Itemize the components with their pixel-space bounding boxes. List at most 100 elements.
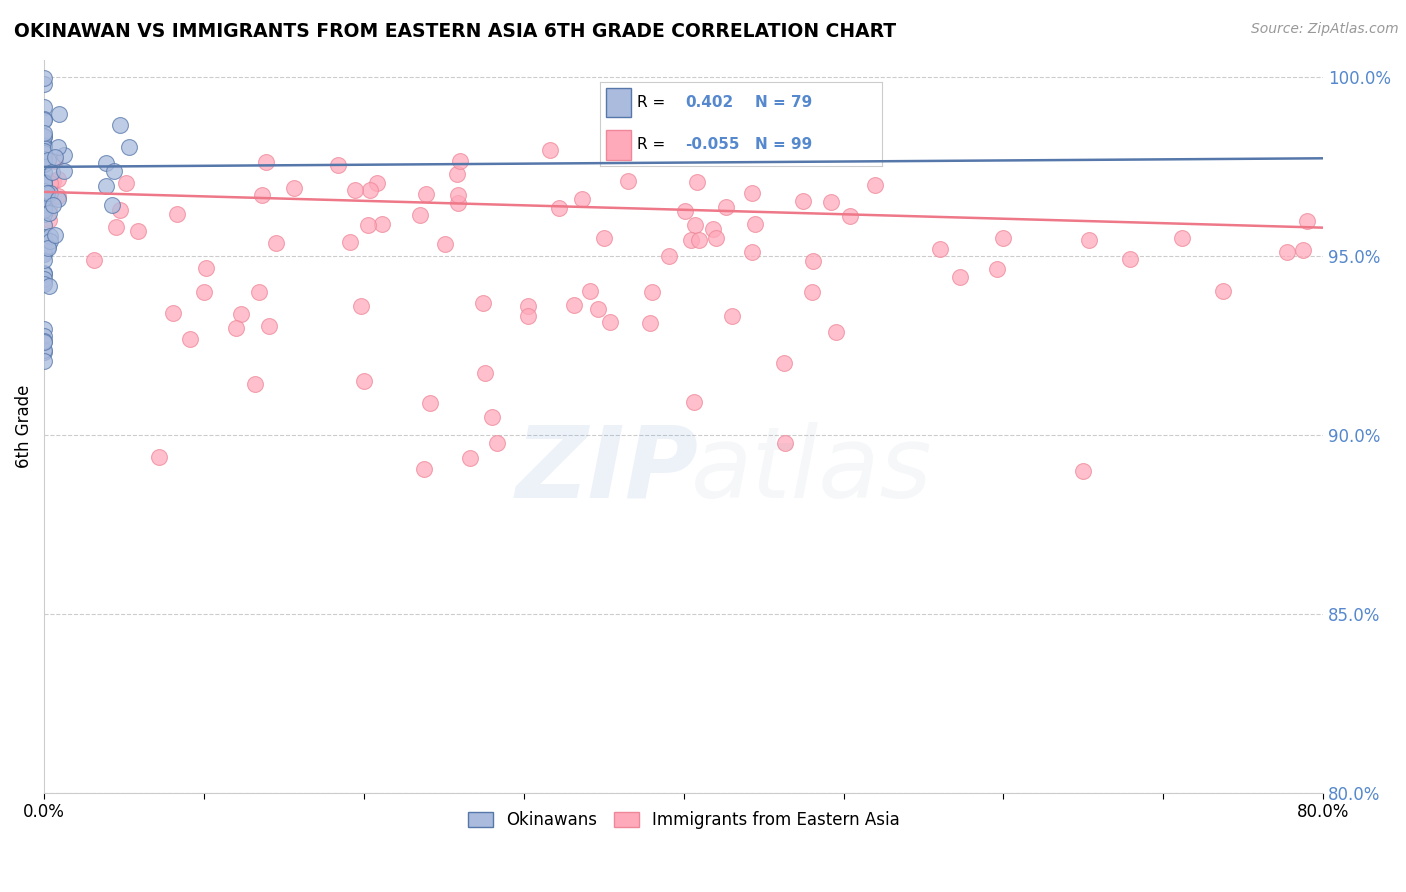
Point — [32, 230, 55, 244]
Point — [32, 152, 55, 166]
Point — [419, 395, 441, 409]
Point — [37, 186, 59, 200]
Point — [48, 140, 70, 154]
Point — [32, 202, 55, 216]
Point — [32, 138, 55, 153]
Point — [688, 233, 710, 247]
Point — [564, 298, 586, 312]
Point — [516, 309, 538, 323]
Point — [243, 377, 266, 392]
Point — [166, 207, 188, 221]
Text: OKINAWAN VS IMMIGRANTS FROM EASTERN ASIA 6TH GRADE CORRELATION CHART: OKINAWAN VS IMMIGRANTS FROM EASTERN ASIA… — [14, 22, 896, 41]
Point — [32, 321, 55, 335]
Point — [32, 154, 55, 169]
Point — [538, 143, 561, 157]
Y-axis label: 6th Grade: 6th Grade — [15, 384, 32, 467]
Point — [32, 247, 55, 261]
Point — [32, 180, 55, 194]
Point — [32, 78, 55, 92]
Point — [371, 217, 394, 231]
Point — [1078, 233, 1101, 247]
Point — [162, 306, 184, 320]
Point — [46, 172, 69, 186]
Point — [41, 164, 63, 178]
Point — [257, 319, 280, 334]
Point — [683, 218, 706, 232]
Point — [447, 195, 470, 210]
Point — [44, 154, 66, 169]
Point — [413, 462, 436, 476]
Point — [1275, 244, 1298, 259]
Point — [32, 144, 55, 158]
Point — [32, 266, 55, 280]
Point — [820, 194, 842, 209]
Point — [32, 230, 55, 244]
Point — [46, 192, 69, 206]
Point — [1170, 231, 1192, 245]
Point — [773, 436, 796, 450]
Point — [231, 307, 253, 321]
Point — [32, 148, 55, 162]
Point — [32, 207, 55, 221]
Point — [1119, 252, 1142, 266]
Legend: Okinawans, Immigrants from Eastern Asia: Okinawans, Immigrants from Eastern Asia — [461, 805, 907, 836]
Point — [434, 237, 457, 252]
Text: ZIP: ZIP — [516, 422, 699, 518]
Point — [254, 155, 277, 169]
Point — [32, 138, 55, 153]
Point — [683, 394, 706, 409]
Point — [114, 177, 136, 191]
Point — [193, 285, 215, 299]
Point — [704, 231, 727, 245]
Point — [38, 213, 60, 227]
Point — [741, 244, 763, 259]
Text: atlas: atlas — [690, 422, 932, 518]
Point — [283, 181, 305, 195]
Point — [32, 130, 55, 145]
Point — [326, 158, 349, 172]
Point — [32, 328, 55, 343]
Point — [32, 112, 55, 127]
Point — [32, 153, 55, 167]
Point — [96, 179, 118, 194]
Point — [32, 334, 55, 349]
Point — [474, 366, 496, 380]
Point — [458, 451, 481, 466]
Point — [517, 299, 540, 313]
Point — [32, 165, 55, 179]
Point — [38, 278, 60, 293]
Point — [640, 316, 662, 330]
Point — [127, 224, 149, 238]
Point — [247, 285, 270, 299]
Point — [481, 410, 503, 425]
Point — [446, 167, 468, 181]
Point — [702, 222, 724, 236]
Point — [449, 154, 471, 169]
Point — [37, 239, 59, 253]
Point — [993, 231, 1015, 245]
Point — [32, 175, 55, 189]
Point — [986, 261, 1008, 276]
Point — [824, 325, 846, 339]
Point — [32, 354, 55, 368]
Point — [32, 157, 55, 171]
Point — [409, 208, 432, 222]
Point — [681, 233, 703, 247]
Point — [1296, 213, 1319, 227]
Point — [32, 139, 55, 153]
Point — [415, 186, 437, 201]
Point — [32, 141, 55, 155]
Point — [96, 156, 118, 170]
Point — [42, 198, 65, 212]
Point — [195, 260, 218, 275]
Point — [32, 344, 55, 359]
Point — [949, 269, 972, 284]
Point — [101, 198, 124, 212]
Point — [588, 302, 610, 317]
Point — [1071, 464, 1094, 478]
Point — [579, 284, 602, 298]
Point — [928, 242, 950, 256]
Point — [52, 164, 75, 178]
Point — [839, 209, 862, 223]
Point — [616, 174, 638, 188]
